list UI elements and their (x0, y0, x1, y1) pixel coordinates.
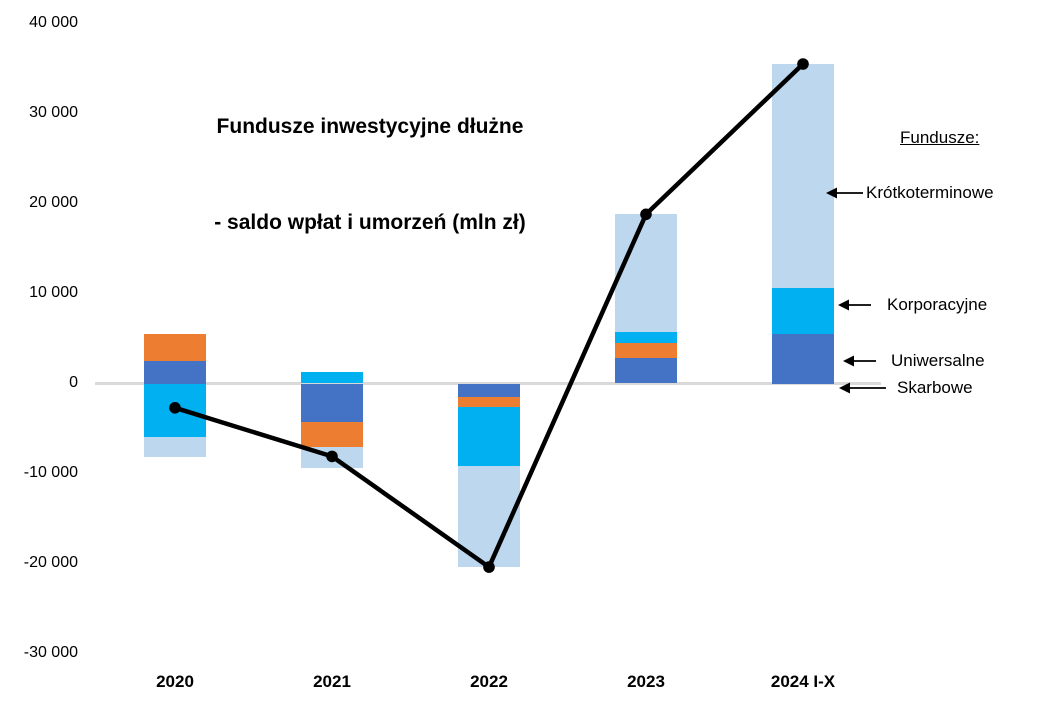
chart-title: Fundusze inwestycyjne dłużne - saldo wpł… (130, 47, 610, 303)
bar-segment-korporacyjne-2024 (772, 288, 834, 334)
y-axis-tick-label: 40 000 (29, 14, 78, 31)
chart-title-line2: - saldo wpłat i umorzeń (mln zł) (214, 211, 526, 234)
bar-segment-uniwersalne-2020 (144, 361, 206, 384)
bar-segment-krótkoterminowe-2022 (458, 466, 520, 568)
arrow-left-icon (843, 355, 876, 367)
arrow-left-icon (839, 382, 886, 394)
legend-item-skarbowe: Skarbowe (897, 378, 973, 397)
y-axis-tick-label: 30 000 (29, 104, 78, 121)
x-axis-tick-label: 2023 (627, 672, 665, 691)
x-axis-tick-label: 2021 (313, 672, 351, 691)
chart-title-line1: Fundusze inwestycyjne dłużne (216, 115, 524, 138)
bar-segment-krótkoterminowe-2023 (615, 214, 677, 333)
legend-item-uniwersalne: Uniwersalne (891, 351, 985, 370)
bar-segment-skarbowe-2022 (458, 397, 520, 407)
bar-segment-krótkoterminowe-2020 (144, 436, 206, 458)
bar-segment-uniwersalne-2023 (615, 358, 677, 384)
y-axis-tick-label: -30 000 (23, 644, 78, 661)
y-axis-tick-label: -20 000 (23, 554, 78, 571)
y-axis-tick-label: 0 (69, 374, 78, 391)
bar-segment-korporacyjne-2023 (615, 332, 677, 343)
y-axis-tick-label: 20 000 (29, 194, 78, 211)
bar-segment-skarbowe-2021 (301, 422, 363, 448)
bar-segment-skarbowe-2020 (144, 334, 206, 361)
bar-segment-krótkoterminowe-2021 (301, 447, 363, 469)
arrow-left-icon (838, 299, 871, 311)
bar-segment-korporacyjne-2022 (458, 406, 520, 467)
x-axis-tick-label: 2022 (470, 672, 508, 691)
y-axis-tick-label: 10 000 (29, 284, 78, 301)
bar-segment-uniwersalne-2021 (301, 383, 363, 423)
bar-segment-krótkoterminowe-2024 (772, 64, 834, 289)
bar-segment-uniwersalne-2024 (772, 334, 834, 384)
legend-item-krótkoterminowe: Krótkoterminowe (866, 183, 994, 202)
x-axis-tick-label: 2020 (156, 672, 194, 691)
legend-header: Fundusze: (900, 128, 980, 147)
x-axis-tick-label: 2024 I-X (770, 672, 836, 691)
arrow-left-icon (826, 187, 863, 199)
legend-item-korporacyjne: Korporacyjne (887, 295, 988, 314)
bar-segment-korporacyjne-2021 (301, 371, 363, 384)
bar-segment-korporacyjne-2020 (144, 383, 206, 437)
y-axis-tick-label: -10 000 (23, 464, 78, 481)
bar-segment-skarbowe-2023 (615, 343, 677, 359)
bar-segment-uniwersalne-2022 (458, 383, 520, 397)
